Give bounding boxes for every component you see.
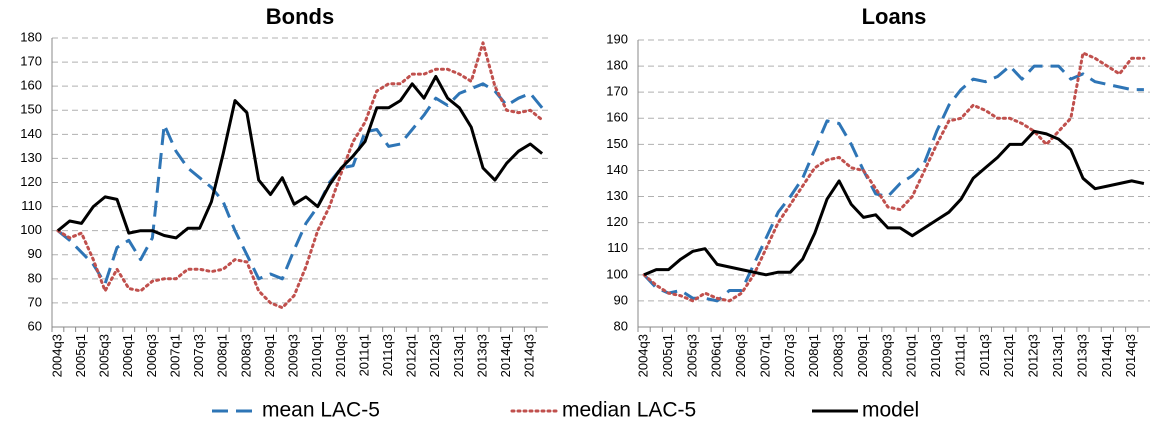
series-line xyxy=(642,51,1146,303)
x-tick-label: 2008q3 xyxy=(831,334,846,377)
chart-title: Loans xyxy=(862,4,927,29)
series-line xyxy=(643,129,1145,277)
x-tick-label: 2009q3 xyxy=(286,334,301,377)
x-tick-label: 2008q1 xyxy=(215,334,230,377)
y-tick-label: 170 xyxy=(20,54,42,69)
x-tick-label: 2012q1 xyxy=(1001,334,1016,377)
x-tick-label: 2009q3 xyxy=(879,334,894,377)
legend-label: median LAC-5 xyxy=(562,399,696,422)
x-tick-label: 2014q3 xyxy=(522,334,537,377)
x-tick-label: 2013q3 xyxy=(474,334,489,377)
x-tick-label: 2008q3 xyxy=(238,334,253,377)
x-tick-label: 2006q3 xyxy=(733,334,748,377)
x-tick-label: 2014q1 xyxy=(1099,334,1114,377)
y-tick-label: 70 xyxy=(28,294,42,309)
series-line xyxy=(643,64,1144,303)
y-tick-label: 130 xyxy=(606,188,628,203)
x-tick-label: 2014q1 xyxy=(498,334,513,377)
x-tick-label: 2009q1 xyxy=(262,334,277,377)
y-tick-label: 180 xyxy=(606,58,628,73)
x-tick-label: 2013q1 xyxy=(1050,334,1065,377)
x-tick-label: 2012q1 xyxy=(404,334,419,377)
x-tick-label: 2014q3 xyxy=(1123,334,1138,377)
chart-title: Bonds xyxy=(266,4,334,29)
y-tick-label: 130 xyxy=(20,150,42,165)
x-tick-label: 2013q1 xyxy=(451,334,466,377)
x-tick-label: 2010q1 xyxy=(904,334,919,377)
y-tick-label: 90 xyxy=(614,292,628,307)
x-tick-label: 2007q1 xyxy=(167,334,182,377)
x-tick-label: 2006q1 xyxy=(709,334,724,377)
y-tick-label: 60 xyxy=(28,318,42,333)
x-tick-label: 2011q3 xyxy=(380,334,395,376)
y-tick-label: 160 xyxy=(606,110,628,125)
x-tick-label: 2011q1 xyxy=(952,334,967,376)
x-tick-label: 2005q1 xyxy=(660,334,675,377)
y-tick-label: 90 xyxy=(28,246,42,261)
y-tick-label: 100 xyxy=(20,222,42,237)
y-tick-label: 140 xyxy=(606,162,628,177)
x-tick-label: 2006q1 xyxy=(120,334,135,377)
x-tick-label: 2009q1 xyxy=(855,334,870,377)
legend-label: model xyxy=(862,399,919,422)
x-tick-label: 2010q3 xyxy=(333,334,348,377)
x-tick-label: 2011q1 xyxy=(356,334,371,376)
y-tick-label: 80 xyxy=(614,318,628,333)
x-tick-label: 2010q3 xyxy=(928,334,943,377)
y-tick-label: 160 xyxy=(20,78,42,93)
x-tick-label: 2010q1 xyxy=(309,334,324,377)
y-tick-label: 100 xyxy=(606,266,628,281)
x-tick-label: 2013q3 xyxy=(1074,334,1089,377)
x-tick-label: 2008q1 xyxy=(806,334,821,377)
y-tick-label: 120 xyxy=(606,214,628,229)
y-tick-label: 150 xyxy=(20,102,42,117)
x-tick-label: 2007q3 xyxy=(782,334,797,377)
x-tick-label: 2005q3 xyxy=(684,334,699,377)
y-tick-label: 110 xyxy=(607,240,628,255)
x-tick-label: 2011q3 xyxy=(977,334,992,376)
x-tick-label: 2004q3 xyxy=(49,334,64,377)
x-tick-label: 2007q3 xyxy=(191,334,206,377)
y-tick-label: 150 xyxy=(606,136,628,151)
x-tick-label: 2005q1 xyxy=(73,334,88,377)
series-line xyxy=(56,41,544,310)
y-tick-label: 110 xyxy=(21,198,42,213)
series-line xyxy=(56,82,544,286)
legend-label: mean LAC-5 xyxy=(262,399,380,422)
x-tick-label: 2006q3 xyxy=(144,334,159,377)
x-tick-label: 2012q3 xyxy=(427,334,442,377)
x-tick-label: 2005q3 xyxy=(97,334,112,377)
y-tick-label: 140 xyxy=(20,126,42,141)
y-tick-label: 180 xyxy=(20,29,42,44)
x-tick-label: 2004q3 xyxy=(636,334,651,377)
y-tick-label: 170 xyxy=(606,84,628,99)
y-tick-label: 120 xyxy=(20,174,42,189)
y-tick-label: 80 xyxy=(28,270,42,285)
x-tick-label: 2007q1 xyxy=(757,334,772,377)
x-tick-label: 2012q3 xyxy=(1026,334,1041,377)
series-line xyxy=(56,75,544,240)
y-tick-label: 190 xyxy=(606,31,628,46)
